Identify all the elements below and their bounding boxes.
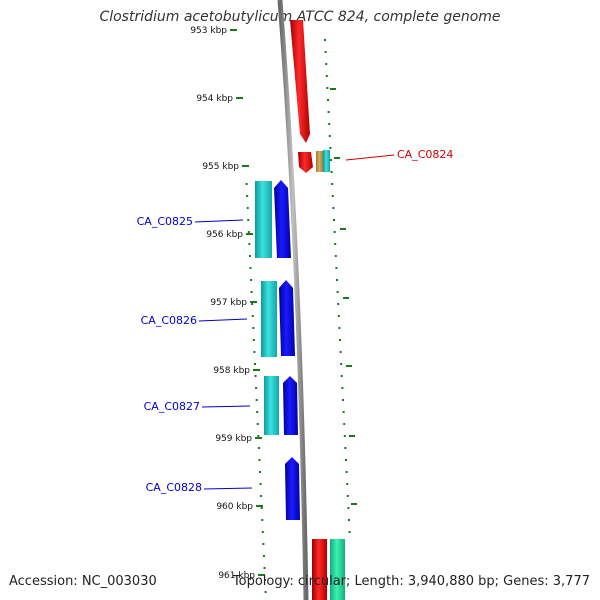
tick-label: 960 kbp [216, 502, 253, 512]
gene-feature-cyan-0827[interactable] [264, 376, 279, 435]
gene-feature-ca-c0824[interactable] [298, 152, 313, 173]
tick-label: 953 kbp [190, 26, 227, 36]
dotted-ring-layer [245, 39, 357, 593]
accession-text: Accession: NC_003030 [9, 574, 157, 589]
tick-layer: 953 kbp 954 kbp 955 kbp 956 kbp 957 kbp 958 k… [190, 26, 265, 581]
tick-label: 954 kbp [196, 94, 233, 104]
tick-label: 958 kbp [213, 366, 250, 376]
gene-feature-green-lower[interactable] [330, 539, 345, 600]
gene-feature-blue-0827[interactable] [283, 376, 298, 435]
gene-label[interactable]: CA_C0825 [137, 215, 193, 228]
gene-feature-blue-0828[interactable] [285, 457, 300, 520]
gene-label[interactable]: CA_C0826 [141, 314, 197, 327]
gene-leader-line [198, 318, 248, 322]
gene-label-layer: CA_C0824 CA_C0825 CA_C0826 CA_C0827 CA_C0828 [137, 148, 454, 494]
gene-feature-blue-0825[interactable] [274, 180, 291, 258]
gene-feature-cyan-small[interactable] [323, 150, 330, 172]
tick-label: 961 kbp [218, 571, 255, 581]
gene-label[interactable]: CA_C0828 [146, 481, 202, 494]
gene-feature-tan[interactable] [316, 151, 323, 172]
gene-leader-line [194, 219, 244, 223]
gene-feature-red-lower[interactable] [312, 539, 327, 600]
gene-label[interactable]: CA_C0824 [397, 148, 453, 161]
gene-feature-blue-0826[interactable] [279, 280, 295, 356]
tick-label: 959 kbp [215, 434, 252, 444]
gene-label[interactable]: CA_C0827 [144, 400, 200, 413]
gene-leader-line [345, 154, 395, 161]
gene-leader-line [201, 405, 251, 408]
gene-feature-red-upper[interactable] [290, 20, 310, 143]
tick-label: 955 kbp [202, 162, 239, 172]
genome-backbone [277, 0, 309, 600]
map-title: Clostridium acetobutylicum ATCC 824, com… [99, 9, 501, 25]
tick-label: 956 kbp [206, 230, 243, 240]
feature-layer [255, 20, 345, 600]
genome-summary-text: Topology: circular; Length: 3,940,880 bp… [232, 574, 590, 589]
tick-label: 957 kbp [210, 298, 247, 308]
gene-feature-cyan-0825[interactable] [255, 181, 272, 258]
gene-leader-line [203, 487, 253, 490]
gene-feature-cyan-0826[interactable] [261, 281, 277, 357]
